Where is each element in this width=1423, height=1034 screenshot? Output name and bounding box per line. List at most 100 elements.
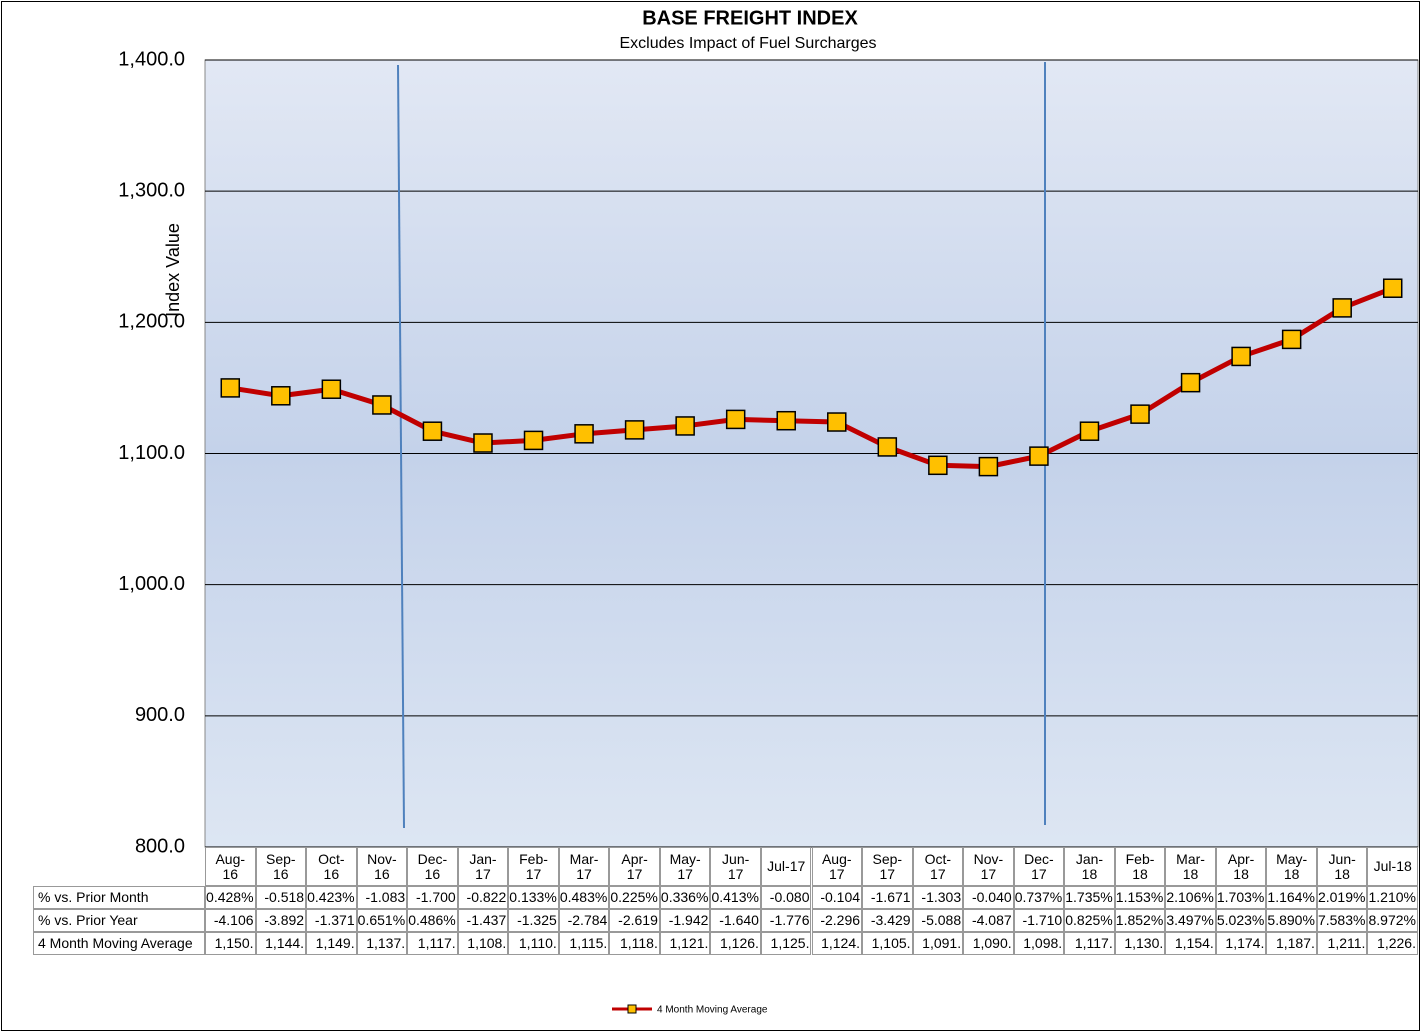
table-cell: 0.336% <box>659 886 711 909</box>
category-label: Jun-18 <box>1316 847 1368 886</box>
value-label: 1,137. <box>356 932 408 955</box>
marker <box>473 433 493 453</box>
value-label: 1,125. <box>760 932 812 955</box>
value-label: 1,117. <box>407 932 458 955</box>
table-cell: 0.133% <box>508 886 559 909</box>
category-label: Feb-18 <box>1114 847 1166 886</box>
table-cell: -1.640 <box>710 909 761 932</box>
marker <box>928 455 948 476</box>
marker <box>827 412 847 432</box>
table-cell: 1.852% <box>1114 909 1166 932</box>
table-cell: -4.087 <box>963 909 1014 932</box>
table-cell: 0.825% <box>1064 909 1115 932</box>
table-cell: -1.671 <box>862 886 913 909</box>
y-axis-label: Index Value <box>163 223 183 317</box>
table-cell: 3.497% <box>1165 909 1216 932</box>
category-label: Dec-17 <box>1013 847 1065 886</box>
table-cell: -2.784 <box>558 909 610 932</box>
category-label: Oct-17 <box>912 847 964 886</box>
table-cell: -1.303 <box>912 886 964 909</box>
table-cell: -0.080 <box>760 886 812 909</box>
table-cell: 1.703% <box>1215 886 1267 909</box>
category-label: Jul-18 <box>1367 847 1418 886</box>
category-label: Oct-16 <box>306 847 357 886</box>
marker <box>1130 404 1150 424</box>
value-label: 1,098. <box>1013 932 1065 955</box>
value-label: 1,130. <box>1114 932 1166 955</box>
table-cell: 0.428% <box>205 886 256 909</box>
marker <box>574 424 594 444</box>
chart-title: BASE FREIGHT INDEX <box>642 7 858 29</box>
category-label: Mar-17 <box>558 847 610 886</box>
table-cell: -4.106 <box>205 909 256 932</box>
category-label: Sep-17 <box>862 847 913 886</box>
table-cell: 0.413% <box>710 886 761 909</box>
category-label: Aug-17 <box>811 847 863 886</box>
table-cell: 0.737% <box>1013 886 1065 909</box>
table-cell: 2.019% <box>1316 886 1368 909</box>
category-label: Jan-18 <box>1064 847 1115 886</box>
category-label: Apr-17 <box>609 847 660 886</box>
y-tick-label: 800.0 <box>135 835 185 857</box>
marker <box>220 378 241 398</box>
value-label: 1,124. <box>811 932 863 955</box>
marker <box>321 379 342 399</box>
marker <box>1231 346 1251 367</box>
table-cell: 0.486% <box>407 909 458 932</box>
category-label: Dec-16 <box>407 847 458 886</box>
table-cell: 0.483% <box>558 886 610 909</box>
marker <box>978 456 999 477</box>
legend-label: 4 Month Moving Average <box>657 1005 768 1016</box>
table-cell: 0.423% <box>306 886 357 909</box>
table-cell: -1.700 <box>407 886 458 909</box>
value-label: 1,150. <box>205 932 256 955</box>
value-label: 1,117. <box>1064 932 1115 955</box>
table-cell: 5.023% <box>1215 909 1267 932</box>
y-tick-label: 900.0 <box>135 704 185 726</box>
table-cell: 8.972% <box>1367 909 1418 932</box>
table-cell: -2.296 <box>811 909 863 932</box>
value-label: 1,126. <box>710 932 761 955</box>
category-label: Feb-17 <box>508 847 559 886</box>
table-cell: -0.822 <box>457 886 509 909</box>
annotation-line <box>397 64 405 829</box>
value-label: 1,115. <box>558 932 610 955</box>
marker <box>675 416 695 436</box>
value-label: 1,149. <box>306 932 357 955</box>
marker <box>1029 446 1049 466</box>
table-cell: -0.518 <box>255 886 307 909</box>
marker <box>1281 329 1302 350</box>
category-label: Mar-18 <box>1165 847 1216 886</box>
marker <box>725 409 746 430</box>
chart-subtitle: Excludes Impact of Fuel Surcharges <box>619 35 876 52</box>
table-cell: -3.892 <box>255 909 307 932</box>
value-label: 1,211. <box>1316 932 1368 955</box>
table-cell: -1.776 <box>760 909 812 932</box>
value-label: 1,091. <box>912 932 964 955</box>
table-cell: -3.429 <box>862 909 913 932</box>
value-label: 1,121. <box>659 932 711 955</box>
marker <box>1079 421 1100 441</box>
table-cell: 0.225% <box>609 886 660 909</box>
table-cell: -1.083 <box>356 886 408 909</box>
category-label: Nov-17 <box>963 847 1014 886</box>
category-label: Jan-17 <box>457 847 509 886</box>
value-label: 1,144. <box>255 932 307 955</box>
table-cell: 1.164% <box>1266 886 1317 909</box>
marker <box>523 430 544 451</box>
value-label: 1,108. <box>457 932 509 955</box>
table-cell: -1.371 <box>306 909 357 932</box>
table-cell: 1.153% <box>1114 886 1166 909</box>
table-cell: 7.583% <box>1316 909 1368 932</box>
row-label: % vs. Prior Year <box>33 909 205 932</box>
marker <box>422 421 443 441</box>
marker <box>1382 278 1403 298</box>
category-label: May-17 <box>659 847 711 886</box>
table-cell: 2.106% <box>1165 886 1216 909</box>
marker <box>776 410 796 431</box>
value-label: 1,226. <box>1367 932 1418 955</box>
marker <box>1180 372 1201 393</box>
value-label: 1,118. <box>609 932 660 955</box>
